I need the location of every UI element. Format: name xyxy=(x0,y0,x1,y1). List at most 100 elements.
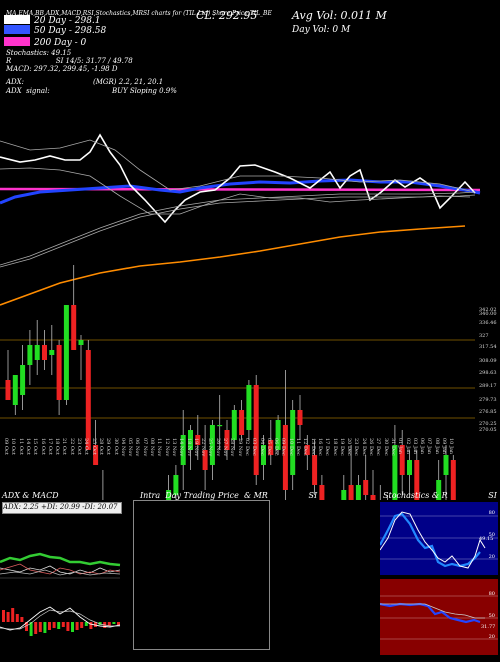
rsi-tick-20: 20 xyxy=(488,634,495,640)
macd-histogram-bar xyxy=(75,622,79,630)
ema-long-line-2 xyxy=(0,194,476,268)
date-label: 08 Nov xyxy=(149,438,155,457)
adx-readout: ADX: (MGR) 2.2, 21, 20.1 xyxy=(6,78,164,86)
legend-ma200: 200 Day - 0 xyxy=(4,37,86,48)
date-label: 30 Dec xyxy=(382,438,389,456)
ma20-line xyxy=(0,133,476,224)
macd-histogram-bar xyxy=(84,622,88,626)
candle-up xyxy=(209,425,215,465)
candle-up xyxy=(173,475,179,495)
date-label: 25 Oct xyxy=(90,438,97,455)
candle-down xyxy=(268,440,274,455)
candle-down xyxy=(93,445,99,465)
rsi-tick-50: 50 xyxy=(488,613,495,619)
chart-header: MA,EMA,BB,ADX,MACD,RSI,Stochastics,MRSI … xyxy=(6,10,272,17)
macd-histogram-bar xyxy=(98,622,102,625)
date-label: 11 Nov xyxy=(156,438,163,457)
date-label: 14 Nov xyxy=(178,438,185,457)
candle-down xyxy=(282,425,288,490)
candle-up xyxy=(20,365,26,395)
date-label: 27 Nov xyxy=(222,438,228,457)
rsi-tick-80: 80 xyxy=(488,591,495,597)
candle-up xyxy=(231,410,237,440)
candle-up xyxy=(12,375,18,405)
date-label: 23 Oct xyxy=(76,438,82,455)
rsi-value-label: 31.77 xyxy=(481,624,496,630)
date-label: 29 Oct xyxy=(105,438,112,455)
date-label: 06 Nov xyxy=(134,438,141,457)
price-grid-lines xyxy=(0,339,475,419)
macd-histogram-bar xyxy=(2,610,5,622)
candle-up xyxy=(341,490,347,500)
date-label: 24 Dec xyxy=(360,438,367,456)
date-label: 20 Dec xyxy=(346,438,353,456)
candle-down xyxy=(5,380,11,400)
candle-up xyxy=(407,460,412,475)
candle-down xyxy=(348,485,354,500)
macd-histogram-bar xyxy=(94,622,97,627)
price-label: 342.02 xyxy=(479,307,497,313)
close-price: CL: 292.95 xyxy=(196,9,258,22)
date-label: 22 Nov xyxy=(200,438,207,457)
price-label: 298.63 xyxy=(479,370,497,376)
date-label: 23 Dec xyxy=(353,438,360,456)
date-label: 03 Jan xyxy=(411,438,418,455)
macd-histogram-bar xyxy=(89,622,93,629)
candle-down xyxy=(414,460,420,500)
date-label: 12 Dec xyxy=(302,438,309,456)
date-label: 14 Oct xyxy=(24,438,31,455)
macd-histogram-bar xyxy=(34,622,38,634)
date-label: 29 Nov xyxy=(236,438,243,457)
date-label: 07 Jan xyxy=(426,438,433,455)
date-label: 24 Oct xyxy=(83,438,90,455)
candle-down xyxy=(85,350,91,450)
candle-up xyxy=(188,430,193,450)
candle-up xyxy=(392,445,398,500)
ma50-swatch xyxy=(4,25,30,34)
ma20-label: 20 Day - 298.1 xyxy=(34,16,101,26)
candle-down xyxy=(202,450,208,470)
date-label: 18 Oct xyxy=(54,438,61,455)
date-label: 19 Dec xyxy=(338,438,345,456)
date-label: 11 Dec xyxy=(295,438,301,456)
price-label: 327 xyxy=(479,333,489,339)
date-label: 16 Dec xyxy=(316,438,323,456)
macd-histogram-bar xyxy=(6,612,10,622)
ma200-label: 200 Day - 0 xyxy=(34,38,87,48)
stochastics-readout: Stochastics: 49.15 xyxy=(6,49,72,57)
candle-down xyxy=(363,480,369,495)
macd-histogram-bar xyxy=(52,622,56,628)
price-label: 340.00 xyxy=(479,311,497,317)
price-label: 308.09 xyxy=(479,358,497,364)
date-label: 01 Jan xyxy=(397,438,404,455)
stoch-tick-80: 80 xyxy=(488,510,495,516)
macd-histogram-bar xyxy=(38,622,42,632)
date-label: 10 Jan xyxy=(448,438,455,455)
macd-histogram-bar xyxy=(15,614,19,622)
candlesticks xyxy=(5,265,456,500)
date-label: 28 Oct xyxy=(97,438,104,455)
ma50-label: 50 Day - 298.58 xyxy=(34,26,107,36)
bb-upper-line xyxy=(0,139,471,192)
adx-values: ADX: 2.25 +DI: 20.99 -DI: 20.07 xyxy=(2,502,122,514)
macd-histogram-bar xyxy=(20,617,24,622)
candle-up xyxy=(275,420,281,450)
ma200-orange-line xyxy=(0,225,466,306)
date-label: 13 Dec xyxy=(309,438,316,456)
date-label: 08 Jan xyxy=(433,438,440,455)
candle-down xyxy=(195,435,201,445)
date-label: 06 Jan xyxy=(419,438,426,455)
candle-up xyxy=(261,445,266,465)
date-label: 17 Oct xyxy=(46,438,53,455)
date-label: 28 Nov xyxy=(229,438,236,457)
legend-ma50: 50 Day - 298.58 xyxy=(4,25,106,36)
intraday-panel xyxy=(133,500,270,650)
candle-up xyxy=(436,480,442,500)
date-label: 12 Nov xyxy=(163,438,170,457)
price-label: 270.05 xyxy=(479,427,497,433)
date-label: 10 Dec xyxy=(287,438,294,456)
date-label: 27 Dec xyxy=(375,438,382,456)
day-volume: Day Vol: 0 M xyxy=(292,25,351,35)
date-label: 05 Dec xyxy=(265,438,272,456)
candle-up xyxy=(217,425,223,427)
